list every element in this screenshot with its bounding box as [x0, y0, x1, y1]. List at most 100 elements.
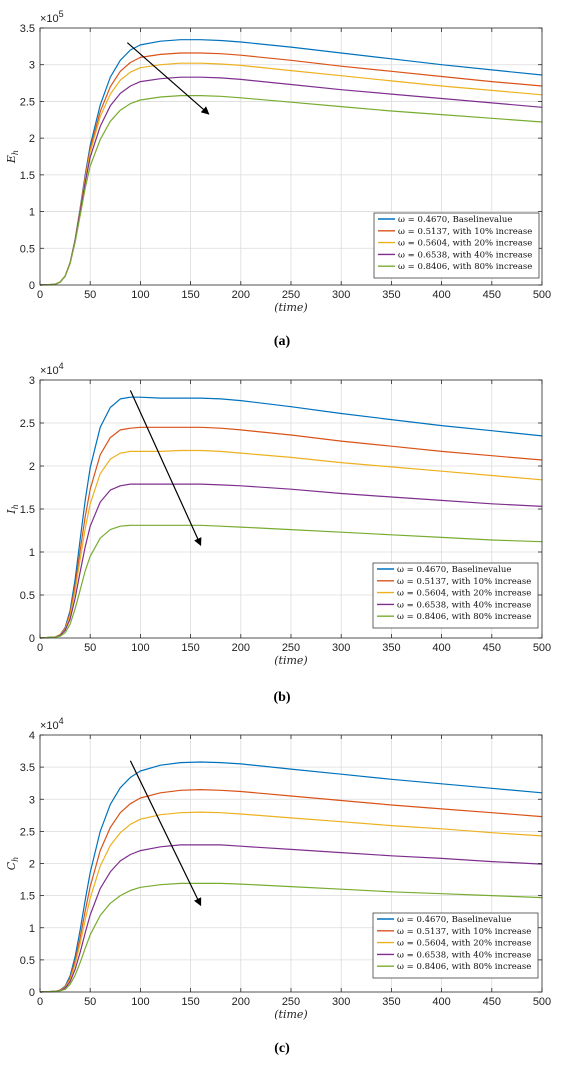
x-tick-label: 450	[483, 289, 501, 301]
x-tick-label: 300	[332, 289, 350, 301]
x-axis-label: (time)	[274, 301, 307, 314]
trend-arrow	[126, 42, 210, 115]
chart-panel-b: 0 50 100 150 200 250 300 350 400 450 500 0 0.5 1 1.5 2 2…	[0, 355, 563, 710]
panel-caption: (c)	[274, 1041, 290, 1056]
x-tick-label: 400	[432, 996, 450, 1008]
legend-label-1: ω = 0.4670, Baselinevalue	[397, 565, 511, 575]
series-line-3	[39, 449, 543, 639]
y-tick-label: 2.5	[20, 96, 35, 108]
x-tick-label: 200	[232, 642, 250, 654]
y-tick-label: 2.5	[20, 826, 35, 838]
legend-label-1: ω = 0.4670, Baselinevalue	[397, 915, 511, 925]
chart-a: 0 50 100 150 200 250 300 350 400 450 500 0 0.5 1 1.5 2 2…	[5, 9, 551, 349]
legend-label-2: ω = 0.5137, with 10% increase	[397, 577, 531, 587]
legend-label-3: ω = 0.5604, with 20% increase	[397, 939, 531, 949]
y-tick-label: 0	[29, 280, 35, 292]
legend-label-2: ω = 0.5137, with 10% increase	[398, 227, 532, 237]
legend-box	[373, 212, 540, 279]
legend-box	[372, 562, 539, 629]
y-tick-label: 3	[29, 60, 35, 72]
y-axis-label-subscript: h	[11, 150, 20, 155]
y-axis-label-subscript: h	[11, 504, 20, 509]
x-tick-label: 100	[131, 996, 149, 1008]
legend-label-5: ω = 0.8406, with 80% increase	[397, 962, 531, 972]
x-tick-label: 250	[282, 289, 300, 301]
x-tick-label: 200	[232, 289, 250, 301]
legend-label-1: ω = 0.4670, Baselinevalue	[398, 215, 512, 225]
x-tick-label: 50	[84, 996, 96, 1008]
legend: ω = 0.4670, Baselinevalue ω = 0.5137, wit…	[373, 212, 540, 279]
series-line-4	[39, 844, 543, 993]
x-tick-label: 400	[432, 642, 450, 654]
y-tick-label: 2	[29, 461, 35, 473]
y-axis-label: Ih	[5, 504, 20, 515]
chart-panel-c: 0 50 100 150 200 250 300 350 400 450 500 0 0.5 1 1.5 2 2…	[0, 710, 563, 1065]
y-tick-label: 1	[29, 923, 35, 935]
y-multiplier-exponent: 5	[59, 9, 64, 19]
y-tick-label: 0	[29, 633, 35, 645]
y-tick-label: 0.5	[20, 955, 35, 967]
x-tick-label: 400	[432, 289, 450, 301]
y-tick-label: 2	[29, 859, 35, 871]
trend-arrow	[129, 390, 202, 547]
x-tick-label: 150	[181, 642, 199, 654]
y-tick-label: 2.5	[20, 418, 35, 430]
y-tick-label: 1.5	[20, 170, 35, 182]
x-tick-label: 50	[84, 642, 96, 654]
y-tick-label: 1	[29, 207, 35, 219]
series-line-5	[39, 95, 543, 286]
y-multiplier: ×104	[40, 361, 64, 377]
y-multiplier: ×104	[40, 716, 64, 732]
series-line-3	[39, 811, 543, 993]
legend-label-5: ω = 0.8406, with 80% increase	[398, 262, 532, 272]
series-line-4	[39, 483, 543, 639]
x-tick-label: 300	[332, 996, 350, 1008]
y-tick-label: 1.5	[20, 504, 35, 516]
y-multiplier-exponent: 4	[59, 716, 64, 726]
legend-label-3: ω = 0.5604, with 20% increase	[397, 589, 531, 599]
legend-box	[372, 912, 539, 979]
y-tick-label: 2	[29, 133, 35, 145]
x-tick-label: 500	[533, 642, 551, 654]
y-axis-label: Ch	[5, 857, 20, 871]
x-tick-label: 200	[232, 996, 250, 1008]
panel-caption: (b)	[273, 690, 290, 705]
y-tick-label: 1	[29, 547, 35, 559]
x-axis-label: (time)	[274, 654, 307, 667]
series-line-5	[39, 882, 543, 993]
x-tick-label: 500	[533, 289, 551, 301]
y-tick-label: 0.5	[20, 590, 35, 602]
legend-label-4: ω = 0.6538, with 40% increase	[397, 950, 531, 960]
x-tick-label: 350	[382, 642, 400, 654]
x-tick-label: 300	[332, 642, 350, 654]
y-tick-label: 3	[29, 375, 35, 387]
x-tick-label: 50	[84, 289, 96, 301]
x-tick-label: 0	[37, 642, 43, 654]
x-tick-label: 100	[131, 642, 149, 654]
legend-label-2: ω = 0.5137, with 10% increase	[397, 927, 531, 937]
legend-label-4: ω = 0.6538, with 40% increase	[397, 600, 531, 610]
y-tick-label: 3.5	[20, 762, 35, 774]
x-tick-label: 0	[37, 996, 43, 1008]
x-tick-label: 500	[533, 996, 551, 1008]
y-tick-label: 0	[29, 987, 35, 999]
legend: ω = 0.4670, Baselinevalue ω = 0.5137, wit…	[372, 912, 539, 979]
x-tick-label: 450	[483, 642, 501, 654]
panel-caption: (a)	[274, 334, 291, 349]
legend-label-5: ω = 0.8406, with 80% increase	[397, 612, 531, 622]
legend-label-4: ω = 0.6538, with 40% increase	[398, 250, 532, 260]
x-tick-label: 450	[483, 996, 501, 1008]
y-tick-label: 3.5	[20, 23, 35, 35]
y-tick-label: 4	[29, 730, 35, 742]
chart-b: 0 50 100 150 200 250 300 350 400 450 500 0 0.5 1 1.5 2 2…	[5, 361, 551, 705]
y-tick-label: 3	[29, 794, 35, 806]
y-tick-label: 1.5	[20, 891, 35, 903]
y-multiplier-exponent: 4	[59, 361, 64, 371]
x-tick-label: 0	[37, 289, 43, 301]
trend-arrow	[129, 760, 202, 907]
x-tick-label: 250	[282, 642, 300, 654]
chart-panel-a: 0 50 100 150 200 250 300 350 400 450 500 0 0.5 1 1.5 2 2…	[0, 0, 563, 355]
x-tick-label: 250	[282, 996, 300, 1008]
x-tick-label: 150	[181, 289, 199, 301]
legend-label-3: ω = 0.5604, with 20% increase	[398, 239, 532, 249]
